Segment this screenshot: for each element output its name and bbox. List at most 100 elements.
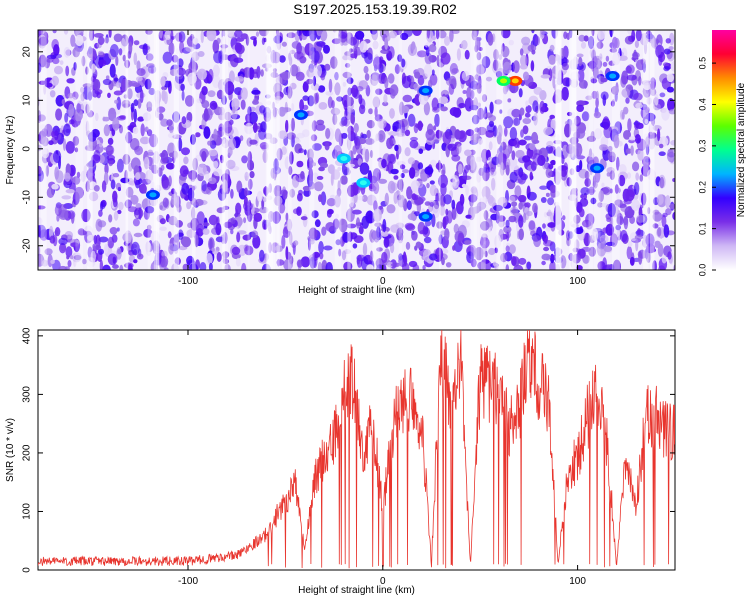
heatmap-speckle xyxy=(237,244,247,256)
heatmap-speckle xyxy=(276,259,285,266)
heatmap-speckle xyxy=(404,222,415,230)
heatmap-speckle xyxy=(63,30,69,35)
heatmap-speckle xyxy=(38,30,43,36)
heatmap-speckle xyxy=(461,70,470,82)
heatmap-speckle xyxy=(252,235,261,249)
heatmap-speckle xyxy=(631,30,636,42)
heatmap-speckle xyxy=(293,51,304,60)
heatmap-speckle xyxy=(64,172,71,182)
heatmap-streak xyxy=(649,30,655,270)
heatmap-speckle xyxy=(490,213,500,221)
heatmap-speckle xyxy=(449,30,454,43)
heatmap-speckle xyxy=(625,189,635,202)
heatmap-speckle xyxy=(618,174,626,187)
heatmap-speckle xyxy=(606,172,611,177)
heatmap-speckle xyxy=(76,103,81,113)
heatmap-speckle xyxy=(102,264,111,270)
heatmap-speckle xyxy=(168,42,175,55)
heatmap-speckle xyxy=(464,149,472,157)
heatmap-speckle xyxy=(509,127,518,141)
heatmap-speckle xyxy=(521,42,532,55)
heatmap-speckle xyxy=(81,258,87,265)
heatmap-speckle xyxy=(487,32,494,46)
heatmap-speckle xyxy=(505,164,510,176)
heatmap-speckle xyxy=(650,88,657,96)
heatmap-speckle xyxy=(439,183,447,196)
heatmap-speckle xyxy=(186,201,192,210)
heatmap-speckle xyxy=(565,78,571,88)
heatmap-speckle xyxy=(140,123,145,137)
heatmap-speckle xyxy=(577,68,585,83)
heatmap-speckle xyxy=(403,30,413,38)
heatmap-speckle xyxy=(115,55,119,66)
heatmap-speckle xyxy=(288,52,292,62)
heatmap-speckle xyxy=(581,111,590,122)
heatmap-speckle xyxy=(272,166,281,175)
heatmap-speckle xyxy=(311,210,319,219)
heatmap-speckle xyxy=(449,63,458,75)
heatmap-speckle xyxy=(476,83,482,94)
heatmap-speckle xyxy=(260,121,268,133)
heatmap-speckle xyxy=(320,72,326,81)
heatmap-speckle xyxy=(184,95,195,107)
heatmap-speckle xyxy=(344,63,351,68)
heatmap-streak xyxy=(223,30,229,270)
heatmap-speckle xyxy=(447,143,457,151)
heatmap-speckle xyxy=(112,117,120,131)
snr-ytick-label: 0 xyxy=(22,567,33,573)
heatmap-speckle xyxy=(390,242,395,254)
heatmap-speckle xyxy=(190,197,197,206)
heatmap-streak xyxy=(555,30,562,270)
heatmap-speckle xyxy=(233,57,244,63)
heatmap-speckle xyxy=(424,52,433,65)
heatmap-speckle xyxy=(143,156,150,170)
heatmap-speckle xyxy=(381,251,388,264)
heatmap-speckle xyxy=(342,81,347,87)
heatmap-speckle xyxy=(331,169,341,180)
heatmap-speckle xyxy=(259,249,265,262)
heatmap-speckle xyxy=(462,90,467,94)
heatmap-speckle xyxy=(377,118,387,129)
heatmap-speckle xyxy=(549,184,557,194)
heatmap-speckle xyxy=(426,30,431,39)
heatmap-speckle xyxy=(616,192,620,202)
heatmap-speckle xyxy=(659,176,665,189)
heatmap-speckle xyxy=(578,34,586,42)
heatmap-speckle xyxy=(656,34,663,47)
heatmap-speckle xyxy=(307,148,314,161)
heatmap-speckle xyxy=(533,86,543,95)
heatmap-streak xyxy=(87,30,93,270)
heatmap-speckle xyxy=(226,159,236,170)
heatmap-speckle xyxy=(658,265,666,270)
heatmap-speckle xyxy=(458,102,466,109)
heatmap-speckle xyxy=(625,97,630,104)
heatmap-speckle xyxy=(413,83,419,91)
heatmap-xtick-label: 100 xyxy=(569,276,586,287)
heatmap-speckle xyxy=(248,67,255,80)
heatmap-speckle xyxy=(296,206,302,216)
heatmap-speckle xyxy=(626,74,637,81)
heatmap-speckle xyxy=(361,194,368,202)
heatmap-speckle xyxy=(366,129,371,139)
heatmap-speckle xyxy=(535,35,540,46)
heatmap-speckle xyxy=(371,230,377,241)
heatmap-speckle xyxy=(263,223,268,230)
heatmap-speckle xyxy=(286,132,296,140)
heatmap-speckle xyxy=(493,204,503,212)
heatmap-speckle xyxy=(43,84,47,95)
heatmap-speckle xyxy=(127,50,132,59)
heatmap-speckle xyxy=(109,63,116,78)
heatmap-speckle xyxy=(373,200,378,212)
heatmap-speckle xyxy=(97,50,104,56)
snr-xaxis-label: Height of straight line (km) xyxy=(298,585,415,596)
heatmap-hotspot-core xyxy=(149,192,157,198)
heatmap-speckle xyxy=(177,229,184,240)
heatmap-speckle xyxy=(642,62,646,73)
heatmap-speckle xyxy=(59,243,67,254)
heatmap-speckle xyxy=(72,176,81,185)
heatmap-speckle xyxy=(240,99,246,110)
heatmap-streak xyxy=(272,30,276,270)
heatmap-speckle xyxy=(342,71,352,79)
heatmap-speckle xyxy=(661,214,667,228)
heatmap-speckle xyxy=(136,60,141,71)
